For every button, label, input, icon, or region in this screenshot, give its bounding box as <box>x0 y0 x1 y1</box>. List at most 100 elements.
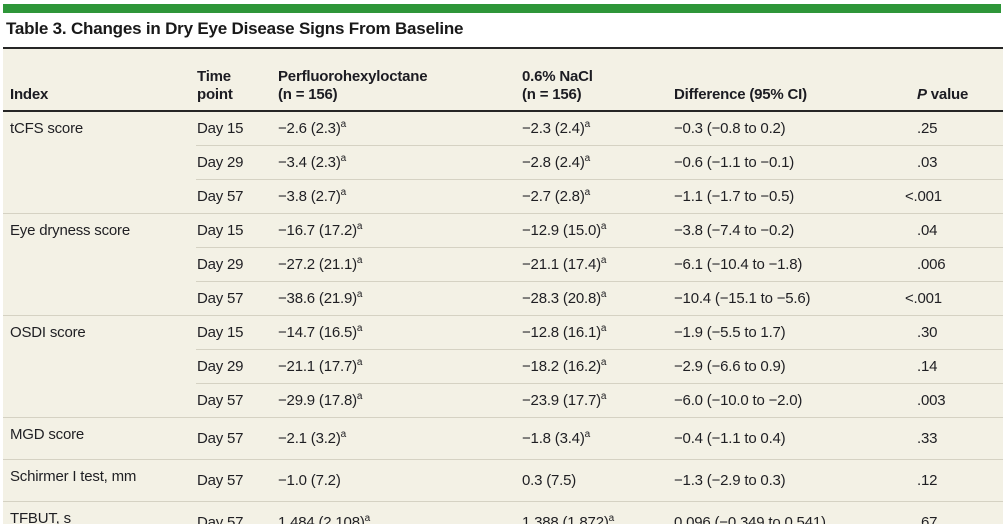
table-row: Day 29 −21.1 (17.7)a −18.2 (16.2)a −2.9 (−6… <box>3 349 1003 384</box>
time-point-cell: Day 15 <box>196 111 277 146</box>
difference-cell-text: −1.9 (−5.5 to 1.7) <box>674 324 786 341</box>
p-value-cell: .12 <box>905 459 1003 502</box>
table-row: TFBUT, s Day 57 1.484 (2.108)a 1.388 (1.872… <box>3 501 1003 524</box>
p-value-cell-text: .003 <box>917 392 946 409</box>
table-row: Day 57 −38.6 (21.9)a −28.3 (20.8)a −10.4 (−… <box>3 281 1003 316</box>
table-row: Day 29 −3.4 (2.3)a −2.8 (2.4)a −0.6 (−1.1 t… <box>3 145 1003 180</box>
difference-cell: −2.9 (−6.6 to 0.9) <box>674 349 905 384</box>
nacl-value-cell: −23.9 (17.7)a <box>522 383 674 418</box>
difference-cell: −6.0 (−10.0 to −2.0) <box>674 383 905 418</box>
time-point-cell: Day 15 <box>196 213 277 248</box>
p-value-cell-text: <.001 <box>905 188 942 205</box>
difference-cell-text: −3.8 (−7.4 to −0.2) <box>674 222 795 239</box>
nacl-value-cell-text: 1.388 (1.872) <box>522 514 609 524</box>
difference-cell-text: −0.4 (−1.1 to 0.4) <box>674 430 786 447</box>
nacl-value-cell: −2.3 (2.4)a <box>522 111 674 146</box>
drug-value-cell-text: −14.7 (16.5) <box>278 324 357 341</box>
drug-value-cell: 1.484 (2.108)a <box>277 501 522 524</box>
footnote-marker: a <box>608 513 615 524</box>
time-point-cell-text: Day 57 <box>197 472 244 489</box>
difference-cell-text: −6.1 (−10.4 to −1.8) <box>674 256 803 273</box>
table-row: OSDI score Day 15 −14.7 (16.5)a −12.8 (16.1… <box>3 315 1003 418</box>
p-value-cell-text: .14 <box>917 358 938 375</box>
p-value-cell: .30 <box>905 315 1003 350</box>
drug-value-cell-text: −2.6 (2.3) <box>278 120 341 137</box>
difference-cell: −1.3 (−2.9 to 0.3) <box>674 459 905 502</box>
drug-value-cell-text: −29.9 (17.8) <box>278 392 357 409</box>
table-row: tCFS score Day 15 −2.6 (2.3)a −2.3 (2.4)a −0… <box>3 111 1003 214</box>
col-header-p-value: P value <box>905 48 1003 112</box>
footnote-marker: a <box>356 323 363 334</box>
time-point-cell: Day 29 <box>196 349 277 384</box>
p-value-cell-text: .67 <box>917 514 938 524</box>
difference-cell-text: 0.096 (−0.349 to 0.541) <box>674 514 826 524</box>
time-point-cell-text: Day 15 <box>197 222 244 239</box>
p-value-cell: <.001 <box>905 281 1003 316</box>
footnote-marker: a <box>600 391 607 402</box>
col-header-nacl-line1: 0.6% NaCl <box>522 68 593 85</box>
col-header-time-line2: point <box>197 86 233 103</box>
difference-cell-text: −2.9 (−6.6 to 0.9) <box>674 358 786 375</box>
nacl-value-cell-text: 0.3 (7.5) <box>522 472 577 489</box>
accent-bar <box>3 4 1001 13</box>
drug-value-cell: −29.9 (17.8)a <box>277 383 522 418</box>
difference-cell-text: −0.6 (−1.1 to −0.1) <box>674 154 795 171</box>
footnote-marker: a <box>340 187 347 198</box>
drug-value-cell: −2.1 (3.2)a <box>277 417 522 460</box>
p-value-cell-text: <.001 <box>905 290 942 307</box>
difference-cell: −6.1 (−10.4 to −1.8) <box>674 247 905 282</box>
table-row: Day 57 −3.8 (2.7)a −2.7 (2.8)a −1.1 (−1.7 t… <box>3 179 1003 214</box>
table-header: Index Time point Perfluorohexyloctane (n… <box>3 48 1003 112</box>
drug-value-cell-text: −3.4 (2.3) <box>278 154 341 171</box>
footnote-marker: a <box>584 187 591 198</box>
drug-value-cell-text: −16.7 (17.2) <box>278 222 357 239</box>
footnote-marker: a <box>600 221 607 232</box>
time-point-cell-text: Day 57 <box>197 188 244 205</box>
table-row: Day 29 −27.2 (21.1)a −21.1 (17.4)a −6.1 (−1… <box>3 247 1003 282</box>
p-value-cell: .33 <box>905 417 1003 460</box>
nacl-value-cell-text: −1.8 (3.4) <box>522 430 585 447</box>
drug-value-cell: −2.6 (2.3)a <box>277 111 522 146</box>
p-value-cell-text: .03 <box>917 154 938 171</box>
nacl-value-cell-text: −21.1 (17.4) <box>522 256 601 273</box>
table-row: Eye dryness score Day 15 −16.7 (17.2)a −12.… <box>3 213 1003 316</box>
footnote-marker: a <box>356 255 363 266</box>
time-point-cell-text: Day 57 <box>197 392 244 409</box>
footnote-marker: a <box>584 119 591 130</box>
time-point-cell-text: Day 29 <box>197 256 244 273</box>
table-title: Table 3. Changes in Dry Eye Disease Sign… <box>6 19 464 38</box>
time-point-cell: Day 57 <box>196 281 277 316</box>
footnote-marker: a <box>364 513 371 524</box>
difference-cell: −0.4 (−1.1 to 0.4) <box>674 417 905 460</box>
nacl-value-cell: 1.388 (1.872)a <box>522 501 674 524</box>
table-row: MGD score Day 57 −2.1 (3.2)a −1.8 (3.4)a −0.… <box>3 417 1003 460</box>
nacl-value-cell: 0.3 (7.5) <box>522 459 674 502</box>
difference-cell-text: −1.3 (−2.9 to 0.3) <box>674 472 786 489</box>
nacl-value-cell-text: −12.8 (16.1) <box>522 324 601 341</box>
nacl-value-cell: −18.2 (16.2)a <box>522 349 674 384</box>
col-header-p-italic: P <box>917 86 927 103</box>
nacl-value-cell: −21.1 (17.4)a <box>522 247 674 282</box>
col-header-time-point: Time point <box>196 48 277 112</box>
col-header-nacl: 0.6% NaCl (n = 156) <box>522 48 674 112</box>
drug-value-cell: −14.7 (16.5)a <box>277 315 522 350</box>
p-value-cell-text: .25 <box>917 120 938 137</box>
footnote-marker: a <box>600 289 607 300</box>
drug-value-cell: −21.1 (17.7)a <box>277 349 522 384</box>
time-point-cell: Day 57 <box>196 383 277 418</box>
p-value-cell-text: .04 <box>917 222 938 239</box>
difference-cell: −1.9 (−5.5 to 1.7) <box>674 315 905 350</box>
index-cell: Schirmer I test, mm <box>3 459 196 502</box>
col-header-drug-line2: (n = 156) <box>278 86 338 103</box>
time-point-cell-text: Day 29 <box>197 154 244 171</box>
time-point-cell-text: Day 15 <box>197 120 244 137</box>
drug-value-cell: −3.4 (2.3)a <box>277 145 522 180</box>
p-value-cell-text: .30 <box>917 324 938 341</box>
p-value-cell-text: .006 <box>917 256 946 273</box>
difference-cell: −1.1 (−1.7 to −0.5) <box>674 179 905 214</box>
drug-value-cell: −16.7 (17.2)a <box>277 213 522 248</box>
time-point-cell: Day 29 <box>196 145 277 180</box>
index-cell: tCFS score <box>3 111 196 214</box>
footnote-marker: a <box>340 153 347 164</box>
